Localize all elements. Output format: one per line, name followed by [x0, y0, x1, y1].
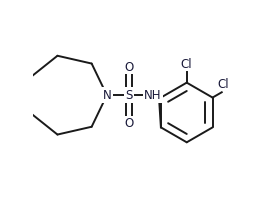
Text: Cl: Cl — [180, 58, 192, 71]
Text: NH: NH — [144, 89, 162, 102]
Text: S: S — [125, 89, 133, 102]
Text: O: O — [124, 117, 134, 129]
Text: N: N — [102, 89, 111, 102]
Text: O: O — [124, 61, 134, 74]
Text: Cl: Cl — [217, 78, 229, 91]
